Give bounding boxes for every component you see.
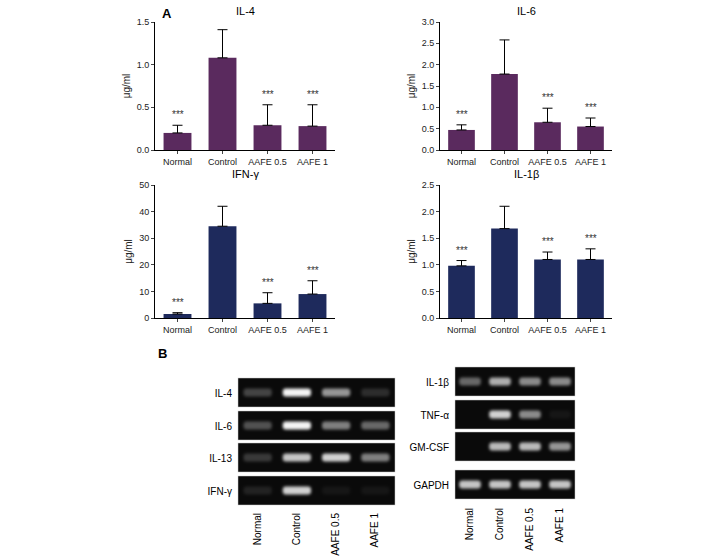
svg-text:0.0: 0.0 (422, 145, 435, 155)
svg-text:***: *** (307, 89, 319, 100)
svg-text:μg/ml: μg/ml (121, 74, 132, 99)
svg-text:AAFE 0.5: AAFE 0.5 (528, 325, 567, 335)
svg-text:AAFE 0.5: AAFE 0.5 (330, 513, 341, 556)
svg-text:2.0: 2.0 (422, 60, 435, 70)
svg-text:0.5: 0.5 (422, 124, 435, 134)
svg-text:Control: Control (208, 325, 237, 335)
svg-text:Normal: Normal (252, 513, 263, 545)
svg-text:AAFE 0.5: AAFE 0.5 (524, 508, 535, 551)
svg-text:AAFE 1: AAFE 1 (369, 513, 380, 548)
svg-text:Control: Control (208, 157, 237, 167)
svg-text:AAFE 0.5: AAFE 0.5 (248, 157, 287, 167)
svg-text:AAFE 0.5: AAFE 0.5 (528, 157, 567, 167)
svg-text:B: B (158, 346, 167, 361)
svg-text:GAPDH: GAPDH (413, 480, 449, 491)
svg-text:TNF-α: TNF-α (420, 410, 449, 421)
svg-text:1.5: 1.5 (422, 233, 435, 243)
svg-text:IL-6: IL-6 (517, 5, 536, 17)
svg-text:***: *** (262, 277, 274, 288)
svg-text:AAFE 1: AAFE 1 (575, 157, 606, 167)
svg-text:***: *** (456, 109, 468, 120)
svg-text:0.5: 0.5 (137, 102, 150, 112)
svg-text:***: *** (172, 297, 184, 308)
svg-text:μg/ml: μg/ml (406, 239, 417, 264)
svg-text:0: 0 (144, 313, 149, 323)
svg-text:IFN-γ: IFN-γ (232, 168, 259, 180)
svg-text:Normal: Normal (447, 325, 476, 335)
svg-text:50: 50 (139, 180, 149, 190)
svg-text:IL-1β: IL-1β (514, 168, 539, 180)
svg-text:***: *** (542, 236, 554, 247)
svg-text:GM-CSF: GM-CSF (410, 442, 449, 453)
svg-text:Control: Control (490, 157, 519, 167)
svg-text:***: *** (262, 89, 274, 100)
svg-text:***: *** (542, 92, 554, 103)
svg-text:Normal: Normal (464, 508, 475, 540)
svg-text:AAFE 1: AAFE 1 (297, 325, 328, 335)
svg-text:IL-13: IL-13 (209, 453, 232, 464)
svg-text:***: *** (172, 109, 184, 120)
svg-text:20: 20 (139, 260, 149, 270)
svg-text:μg/ml: μg/ml (406, 74, 417, 99)
svg-text:IL-1β: IL-1β (426, 377, 449, 388)
svg-text:Control: Control (490, 325, 519, 335)
svg-text:***: *** (307, 265, 319, 276)
svg-text:2.5: 2.5 (422, 180, 435, 190)
svg-text:0.0: 0.0 (137, 145, 150, 155)
svg-text:***: *** (585, 102, 597, 113)
svg-text:Normal: Normal (447, 157, 476, 167)
svg-text:30: 30 (139, 233, 149, 243)
svg-text:Control: Control (494, 508, 505, 540)
svg-text:2.5: 2.5 (422, 38, 435, 48)
svg-text:IL-4: IL-4 (215, 388, 233, 399)
svg-text:A: A (162, 6, 172, 21)
svg-text:1.5: 1.5 (137, 17, 150, 27)
svg-text:0.0: 0.0 (422, 313, 435, 323)
svg-text:1.0: 1.0 (422, 102, 435, 112)
svg-text:40: 40 (139, 207, 149, 217)
svg-text:AAFE 1: AAFE 1 (554, 508, 565, 543)
svg-text:μg/ml: μg/ml (123, 239, 134, 264)
svg-text:Normal: Normal (163, 157, 192, 167)
svg-text:***: *** (456, 245, 468, 256)
svg-text:10: 10 (139, 287, 149, 297)
svg-text:AAFE 1: AAFE 1 (575, 325, 606, 335)
svg-text:1.5: 1.5 (422, 81, 435, 91)
svg-text:IL-4: IL-4 (236, 5, 255, 17)
svg-text:AAFE 1: AAFE 1 (297, 157, 328, 167)
svg-text:IFN-γ: IFN-γ (208, 486, 232, 497)
svg-text:Control: Control (291, 513, 302, 545)
svg-text:3.0: 3.0 (422, 17, 435, 27)
svg-text:2.0: 2.0 (422, 207, 435, 217)
svg-text:***: *** (585, 233, 597, 244)
svg-text:AAFE 0.5: AAFE 0.5 (248, 325, 287, 335)
svg-text:Normal: Normal (163, 325, 192, 335)
svg-text:1.0: 1.0 (422, 260, 435, 270)
svg-text:IL-6: IL-6 (215, 421, 233, 432)
svg-text:0.5: 0.5 (422, 287, 435, 297)
svg-text:1.0: 1.0 (137, 60, 150, 70)
